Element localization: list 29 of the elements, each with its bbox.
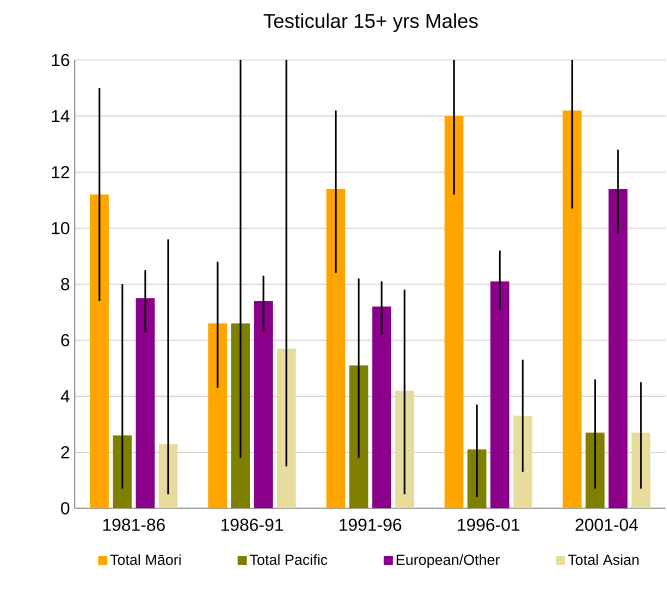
bar — [208, 324, 228, 508]
legend-label: Total Pacific — [250, 554, 328, 566]
y-tick-label: 10 — [52, 222, 70, 234]
bar — [444, 116, 464, 508]
x-tick-label: 1996-01 — [458, 518, 520, 532]
legend-label: European/Other — [396, 554, 500, 568]
bar — [372, 306, 392, 508]
y-tick-label: 6 — [61, 334, 70, 346]
y-tick-label: 16 — [52, 54, 70, 66]
legend-label: Total Māori — [110, 554, 181, 566]
y-tick-label: 2 — [61, 446, 70, 458]
bar — [608, 189, 628, 508]
y-tick-label: 12 — [52, 166, 70, 178]
x-tick-label: 2001-04 — [576, 518, 638, 532]
y-tick-label: 8 — [61, 278, 70, 290]
bar — [562, 110, 582, 508]
bar — [136, 298, 155, 508]
x-tick-label: 1991-96 — [340, 518, 402, 532]
legend-label: Total Asian — [568, 554, 639, 566]
y-tick-label: 14 — [52, 110, 70, 122]
x-tick-label: 1986-91 — [221, 518, 283, 532]
bar — [490, 282, 510, 508]
y-tick-label: 0 — [61, 502, 70, 515]
bar — [254, 301, 273, 508]
bar — [326, 189, 346, 508]
y-tick-label: 4 — [60, 390, 70, 402]
bar — [90, 194, 109, 508]
chart-title: Testicular 15+ yrs Males — [264, 14, 478, 32]
x-tick-label: 1981-86 — [103, 518, 165, 532]
